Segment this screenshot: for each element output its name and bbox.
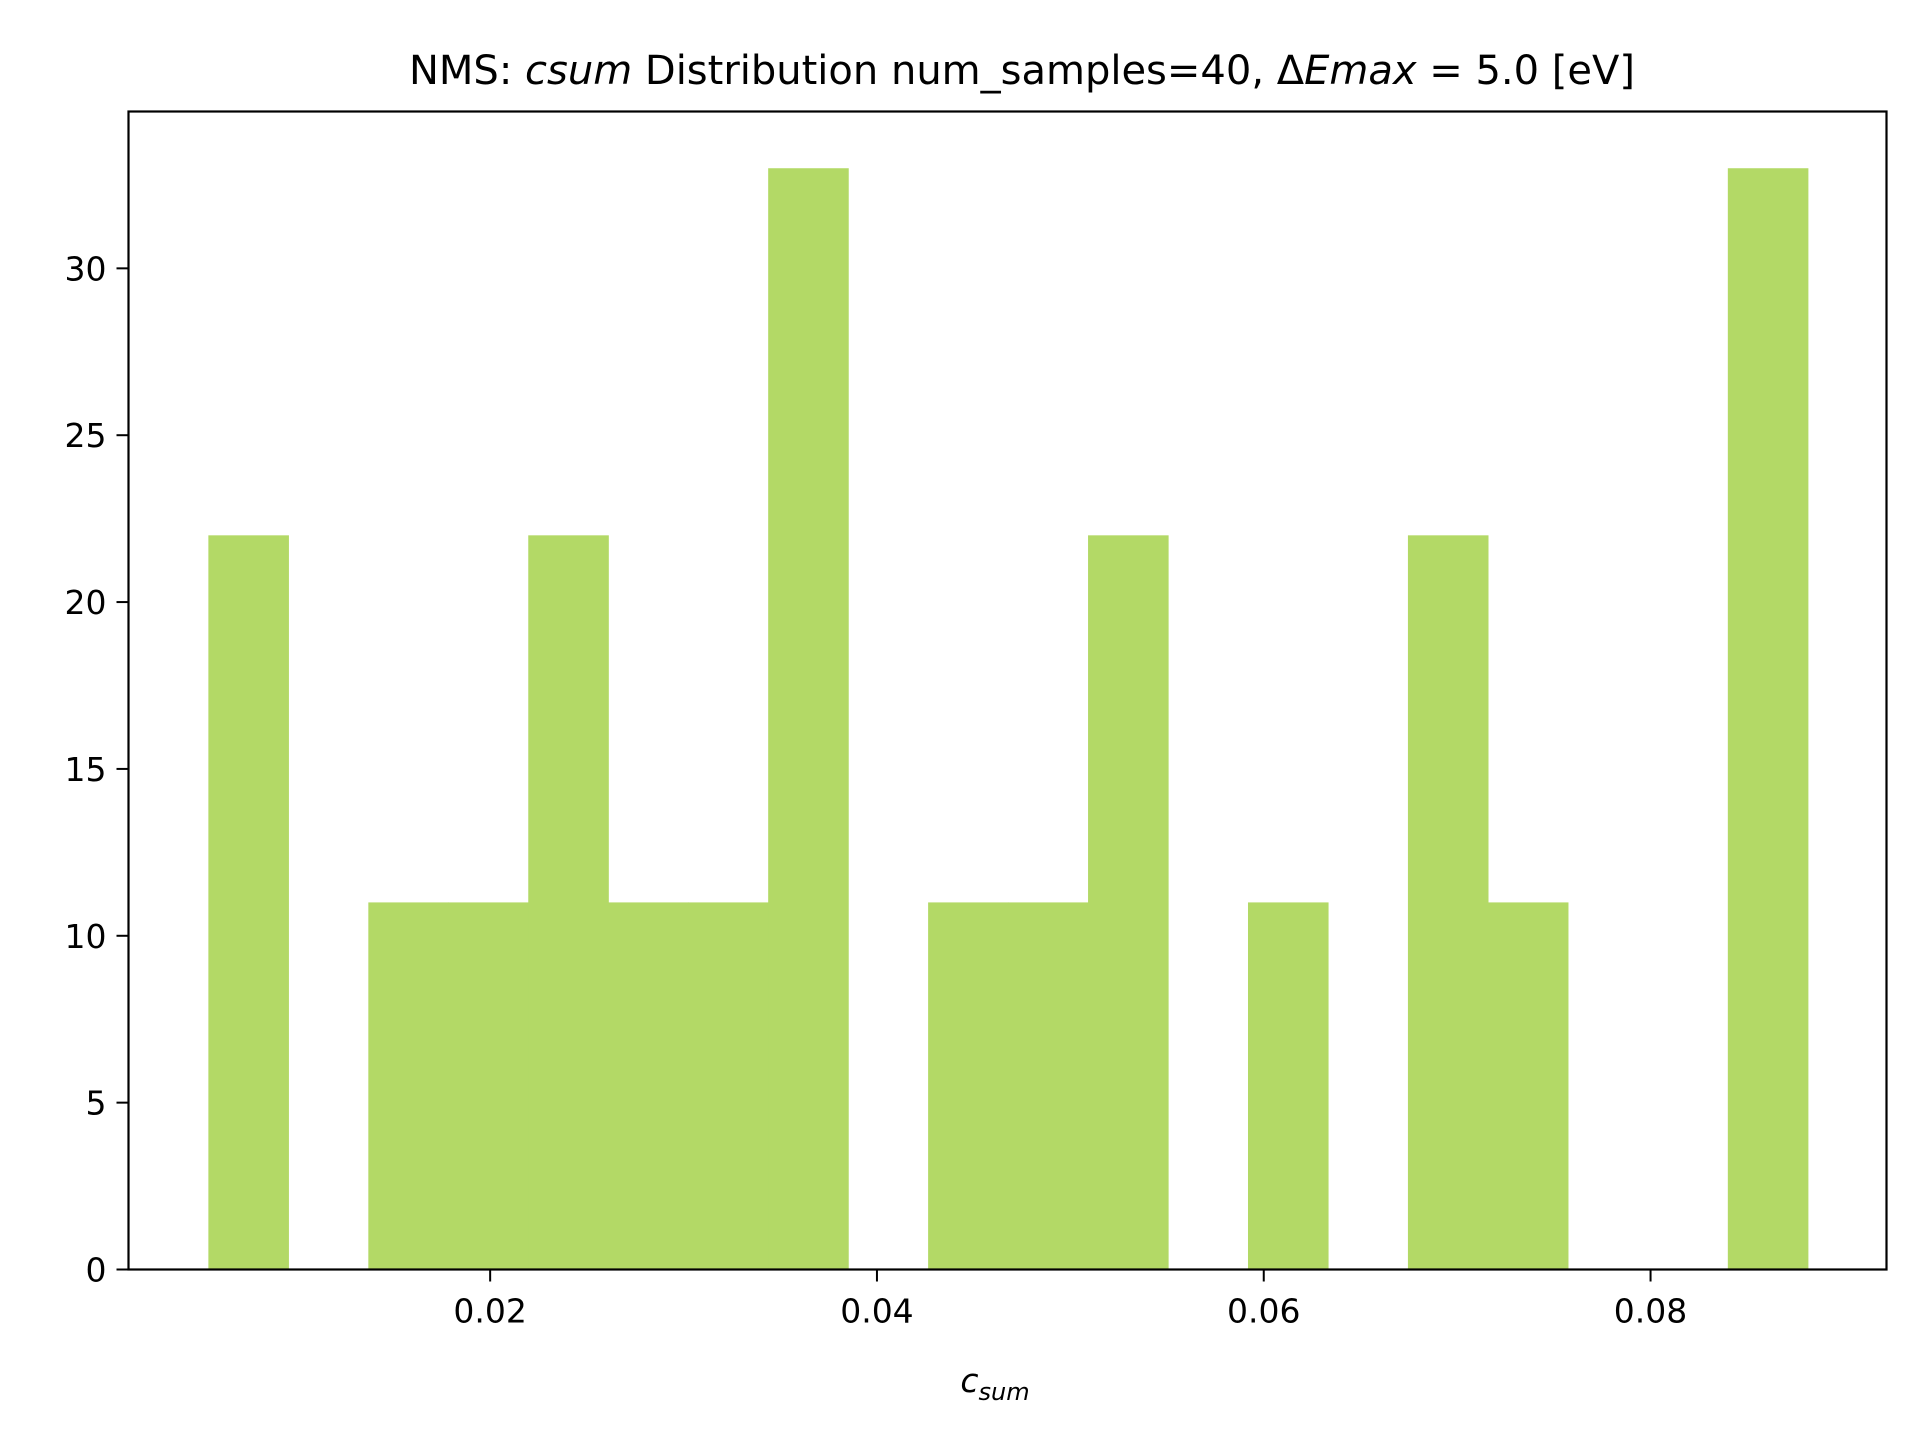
histogram-bar-19	[1727, 168, 1809, 1270]
y-tick-label-1: 5	[86, 1084, 107, 1123]
y-tick-label-2: 10	[65, 917, 107, 956]
histogram-bar-0	[208, 535, 289, 1270]
histogram-bar-4	[528, 535, 609, 1270]
plot-area-frame	[127, 110, 1888, 1271]
histogram-bar-7	[768, 168, 849, 1270]
histogram-bar-9	[928, 902, 1009, 1270]
x-tick-label-1: 0.04	[840, 1292, 913, 1331]
x-axis-ticks: 0.02 0.04 0.06 0.08	[453, 1269, 1687, 1331]
histogram-bar-16	[1487, 902, 1569, 1270]
x-axis-label-subscript: sum	[979, 1378, 1030, 1406]
x-axis-label: csum	[960, 1361, 1029, 1406]
title-middle: Distribution num_samples=40, Δ	[632, 48, 1305, 94]
histogram-bar-10	[1008, 902, 1089, 1270]
x-tick-label-0: 0.02	[453, 1292, 526, 1331]
histogram-bars	[208, 168, 1809, 1270]
histogram-bar-15	[1407, 535, 1489, 1270]
histogram-bar-5	[608, 902, 689, 1270]
histogram-bar-13	[1247, 902, 1329, 1270]
histogram-bar-2	[368, 902, 449, 1270]
y-tick-label-5: 25	[65, 416, 107, 455]
histogram-bar-6	[688, 902, 769, 1270]
y-tick-label-0: 0	[86, 1251, 107, 1290]
x-tick-label-3: 0.08	[1614, 1292, 1687, 1331]
chart-title: NMS: csum Distribution num_samples=40, Δ…	[409, 48, 1635, 94]
title-prefix: NMS:	[409, 48, 525, 94]
title-suffix: = 5.0 [eV]	[1417, 48, 1635, 94]
x-tick-label-2: 0.06	[1227, 1292, 1300, 1331]
histogram-bar-11	[1088, 535, 1169, 1270]
histogram-bar-3	[448, 902, 529, 1270]
y-axis-ticks: 0 5 10 15 20 25 30	[65, 249, 129, 1290]
y-tick-label-6: 30	[65, 249, 107, 288]
title-emax: Emax	[1304, 48, 1417, 94]
y-tick-label-3: 15	[65, 750, 107, 789]
y-tick-label-4: 20	[65, 583, 107, 622]
x-axis-label-main: c	[960, 1361, 978, 1400]
title-variable: csum	[525, 48, 632, 94]
